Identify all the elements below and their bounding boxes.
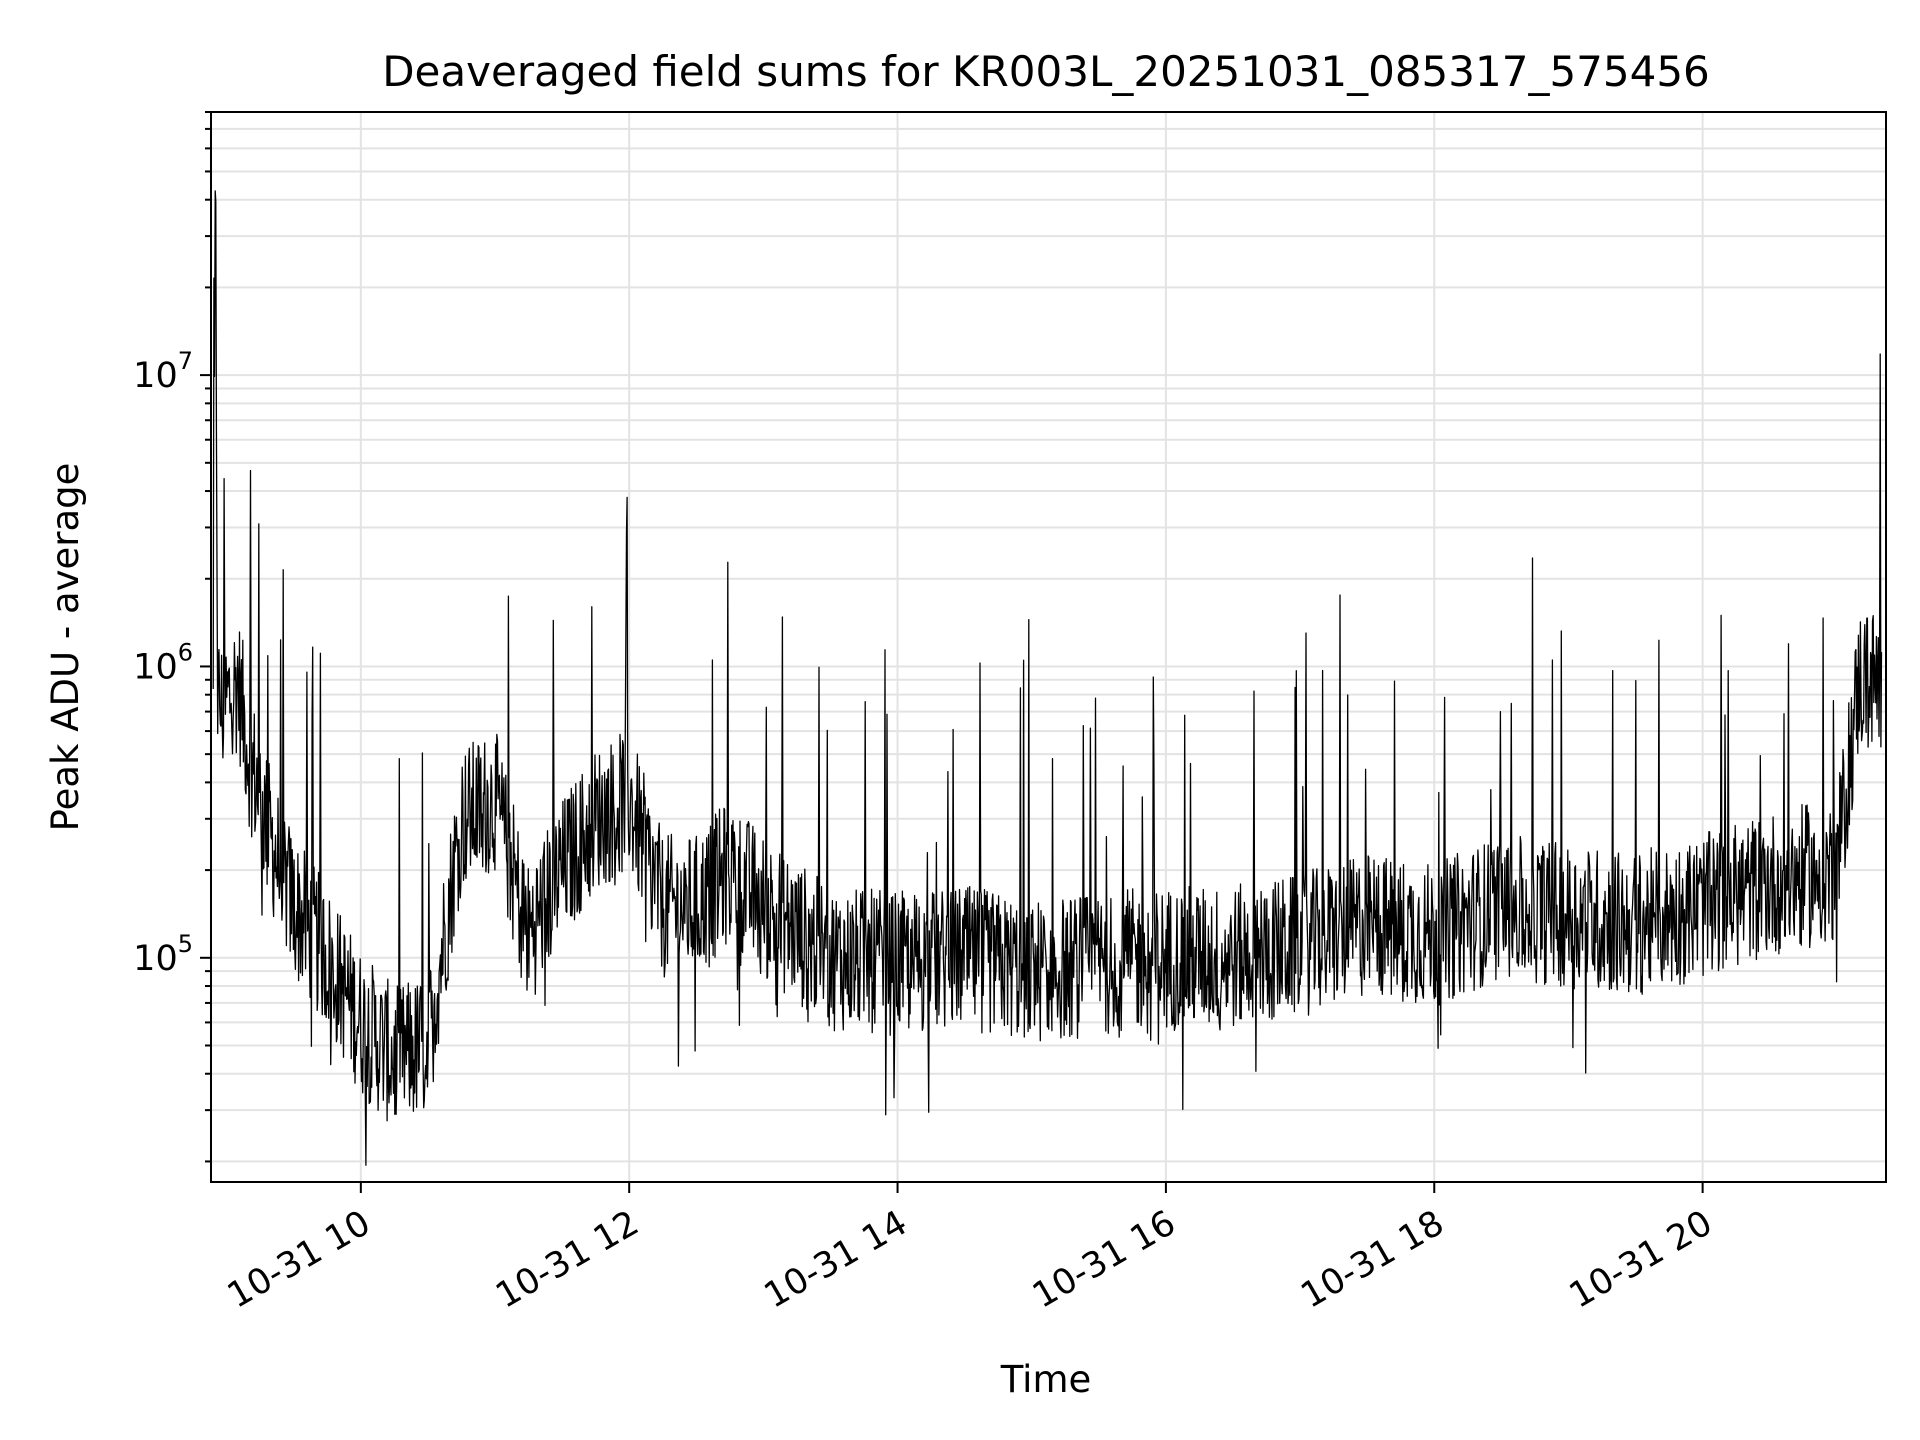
- y-tick-label: 107: [133, 347, 193, 396]
- x-tick-label: 10-31 14: [758, 1203, 914, 1316]
- y-tick-exponent: 7: [178, 347, 193, 375]
- y-tick-base: 10: [133, 939, 178, 979]
- chart-title: Deaveraged field sums for KR003L_2025103…: [382, 47, 1710, 96]
- x-tick-label: 10-31 20: [1563, 1203, 1719, 1316]
- y-tick-base: 10: [133, 647, 178, 687]
- x-tick-label: 10-31 12: [489, 1203, 645, 1316]
- x-axis-label: Time: [1000, 1358, 1092, 1401]
- plot-frame: [210, 111, 1887, 1183]
- y-tick-label: 106: [133, 638, 193, 687]
- y-tick-label: 105: [133, 930, 193, 979]
- y-tick-base: 10: [133, 356, 178, 396]
- x-axis: 10-31 10 10-31 12 10-31 14 10-31 16 10-31 18…: [221, 1182, 1719, 1316]
- series-line: [212, 190, 1883, 1166]
- y-tick-exponent: 6: [178, 638, 193, 666]
- x-tick-label: 10-31 18: [1294, 1203, 1450, 1316]
- y-tick-exponent: 5: [178, 930, 193, 958]
- x-tick-label: 10-31 10: [221, 1203, 377, 1316]
- y-axis-label: Peak ADU - average: [44, 463, 87, 832]
- x-tick-label: 10-31 16: [1026, 1203, 1182, 1316]
